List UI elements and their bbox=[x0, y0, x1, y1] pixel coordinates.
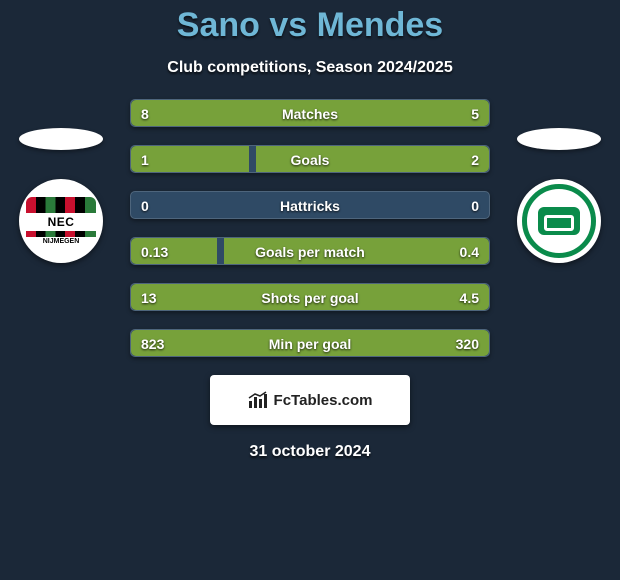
brand-text: FcTables.com bbox=[274, 392, 373, 409]
groningen-crest-icon bbox=[522, 184, 596, 258]
stat-label: Hattricks bbox=[131, 192, 489, 220]
player-placeholder-left bbox=[19, 128, 103, 150]
brand-card[interactable]: FcTables.com bbox=[210, 375, 410, 425]
stat-row: 12Goals bbox=[130, 145, 490, 173]
stat-row: 0.130.4Goals per match bbox=[130, 237, 490, 265]
player-placeholder-right bbox=[517, 128, 601, 150]
stat-label: Min per goal bbox=[131, 330, 489, 358]
stat-label: Goals per match bbox=[131, 238, 489, 266]
club-badge-right[interactable] bbox=[517, 179, 601, 263]
stat-row: 00Hattricks bbox=[130, 191, 490, 219]
stat-label: Shots per goal bbox=[131, 284, 489, 312]
subtitle: Club competitions, Season 2024/2025 bbox=[0, 59, 620, 77]
stat-row: 85Matches bbox=[130, 99, 490, 127]
club-badge-left[interactable]: NEC NIJMEGEN bbox=[19, 179, 103, 263]
page-title: Sano vs Mendes bbox=[0, 6, 620, 45]
nec-crest-icon: NEC bbox=[26, 197, 96, 237]
stat-label: Goals bbox=[131, 146, 489, 174]
stat-row: 823320Min per goal bbox=[130, 329, 490, 357]
snapshot-date: 31 october 2024 bbox=[0, 443, 620, 461]
stat-row: 134.5Shots per goal bbox=[130, 283, 490, 311]
chart-icon bbox=[248, 391, 268, 409]
stat-label: Matches bbox=[131, 100, 489, 128]
